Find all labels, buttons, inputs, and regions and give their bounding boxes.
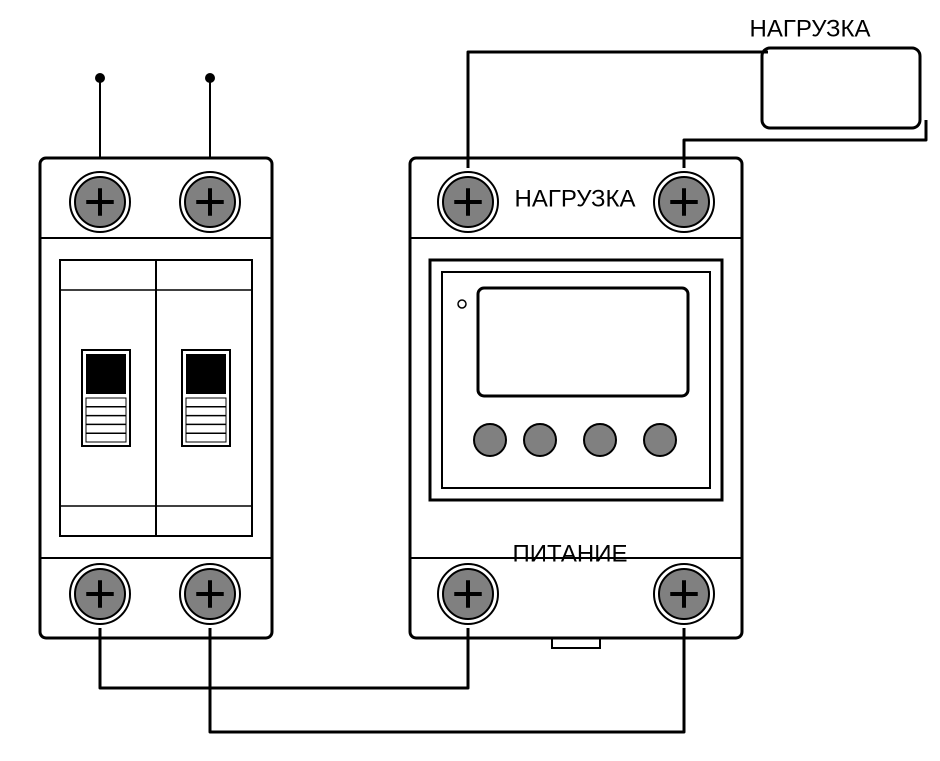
wire-1 xyxy=(210,628,684,732)
relay-button-0 xyxy=(474,424,506,456)
load_ext: НАГРУЗКА xyxy=(749,15,870,42)
load_relay: НАГРУЗКА xyxy=(514,185,635,212)
breaker-terminal-top-1 xyxy=(180,172,240,232)
relay-button-2 xyxy=(584,424,616,456)
wiring-diagram: НАГРУЗКА НАГРУЗКА ПИТАНИЕ xyxy=(0,0,940,756)
breaker-antenna-tip-1 xyxy=(205,73,215,83)
relay-terminal-top-0 xyxy=(438,172,498,232)
relay-terminal-bottom-1 xyxy=(654,564,714,624)
power: ПИТАНИЕ xyxy=(513,540,628,567)
breaker-terminal-bottom-0 xyxy=(70,564,130,624)
breaker-antenna-tip-0 xyxy=(95,73,105,83)
relay-terminal-top-1 xyxy=(654,172,714,232)
wire-2 xyxy=(468,52,768,168)
load-box xyxy=(762,48,920,128)
relay-button-3 xyxy=(644,424,676,456)
breaker-terminal-bottom-1 xyxy=(180,564,240,624)
relay-button-1 xyxy=(524,424,556,456)
relay-terminal-bottom-0 xyxy=(438,564,498,624)
circuit-breaker xyxy=(40,73,272,638)
breaker-terminal-top-0 xyxy=(70,172,130,232)
